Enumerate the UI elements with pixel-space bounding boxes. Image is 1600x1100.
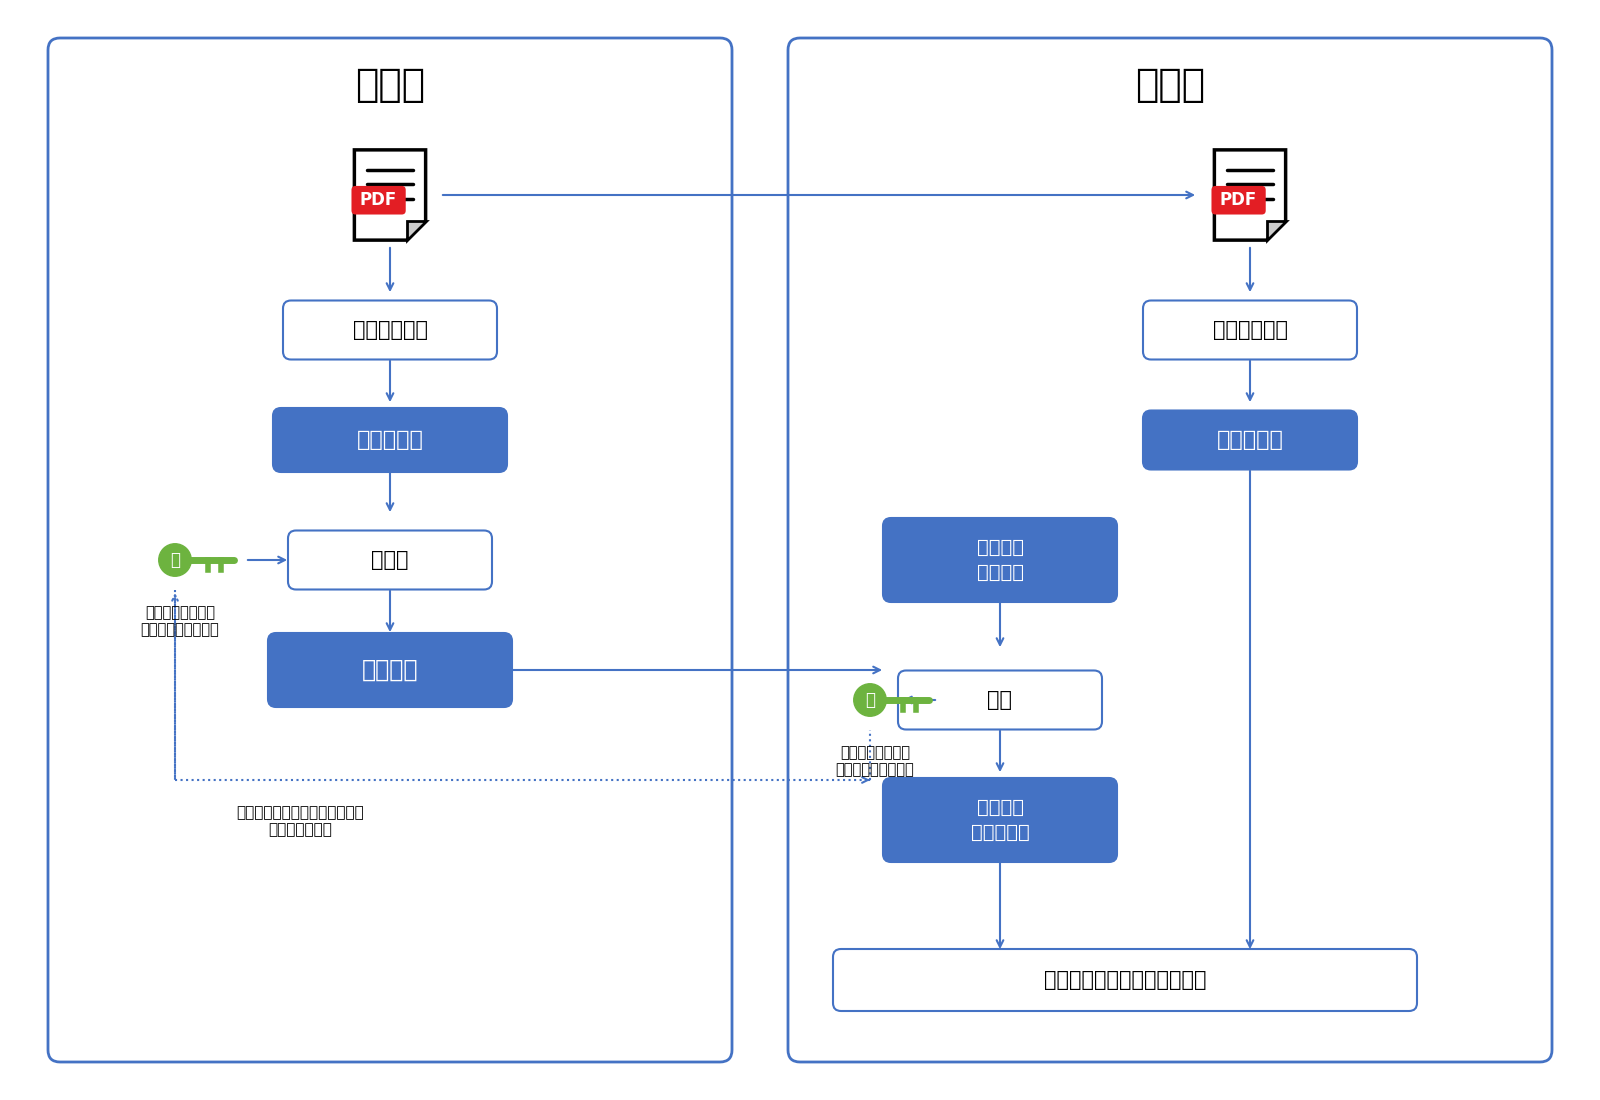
Text: 復号した
ハッシュ値: 復号した ハッシュ値 <box>971 798 1029 842</box>
FancyBboxPatch shape <box>274 408 507 472</box>
FancyBboxPatch shape <box>1211 186 1266 214</box>
FancyBboxPatch shape <box>1142 410 1357 470</box>
Text: クラウドサインの
復号鍵（＝公開鍵）: クラウドサインの 復号鍵（＝公開鍵） <box>835 745 914 778</box>
FancyBboxPatch shape <box>288 530 493 590</box>
Text: 公: 公 <box>866 691 875 710</box>
FancyBboxPatch shape <box>1142 300 1357 360</box>
FancyBboxPatch shape <box>883 778 1117 862</box>
Polygon shape <box>406 221 426 240</box>
FancyBboxPatch shape <box>352 186 406 214</box>
Text: PDF: PDF <box>1219 191 1258 209</box>
Text: 比較して一致すれば検証成功: 比較して一致すれば検証成功 <box>1043 970 1206 990</box>
Text: 暗号化: 暗号化 <box>371 550 408 570</box>
Circle shape <box>158 543 192 576</box>
FancyBboxPatch shape <box>834 949 1418 1011</box>
Text: 暗号鍵と復号鍵は一対一で対応
復号鍵のみ公開: 暗号鍵と復号鍵は一対一で対応 復号鍵のみ公開 <box>237 805 363 837</box>
Polygon shape <box>354 150 426 240</box>
Text: 復号: 復号 <box>987 690 1013 710</box>
Text: ハッシュ値: ハッシュ値 <box>357 430 424 450</box>
Text: 秘: 秘 <box>170 551 179 569</box>
Polygon shape <box>1214 150 1286 240</box>
FancyBboxPatch shape <box>898 671 1102 729</box>
Text: ハッシュ関数: ハッシュ関数 <box>1213 320 1288 340</box>
FancyBboxPatch shape <box>787 39 1552 1062</box>
Text: ハッシュ値: ハッシュ値 <box>1216 430 1283 450</box>
FancyBboxPatch shape <box>283 300 498 360</box>
Circle shape <box>854 684 886 716</box>
Text: 送信者: 送信者 <box>355 66 426 104</box>
Text: ハッシュ関数: ハッシュ関数 <box>352 320 427 340</box>
FancyBboxPatch shape <box>48 39 733 1062</box>
Text: PDF: PDF <box>360 191 397 209</box>
Text: 受信者: 受信者 <box>1134 66 1205 104</box>
FancyBboxPatch shape <box>269 632 512 707</box>
FancyBboxPatch shape <box>883 518 1117 602</box>
Text: 受信した
電子署名: 受信した 電子署名 <box>976 538 1024 582</box>
Polygon shape <box>1267 221 1286 240</box>
Text: クラウドサインの
暗号鍵（＝秘密鍵）: クラウドサインの 暗号鍵（＝秘密鍵） <box>141 605 219 637</box>
Text: 電子署名: 電子署名 <box>362 658 418 682</box>
